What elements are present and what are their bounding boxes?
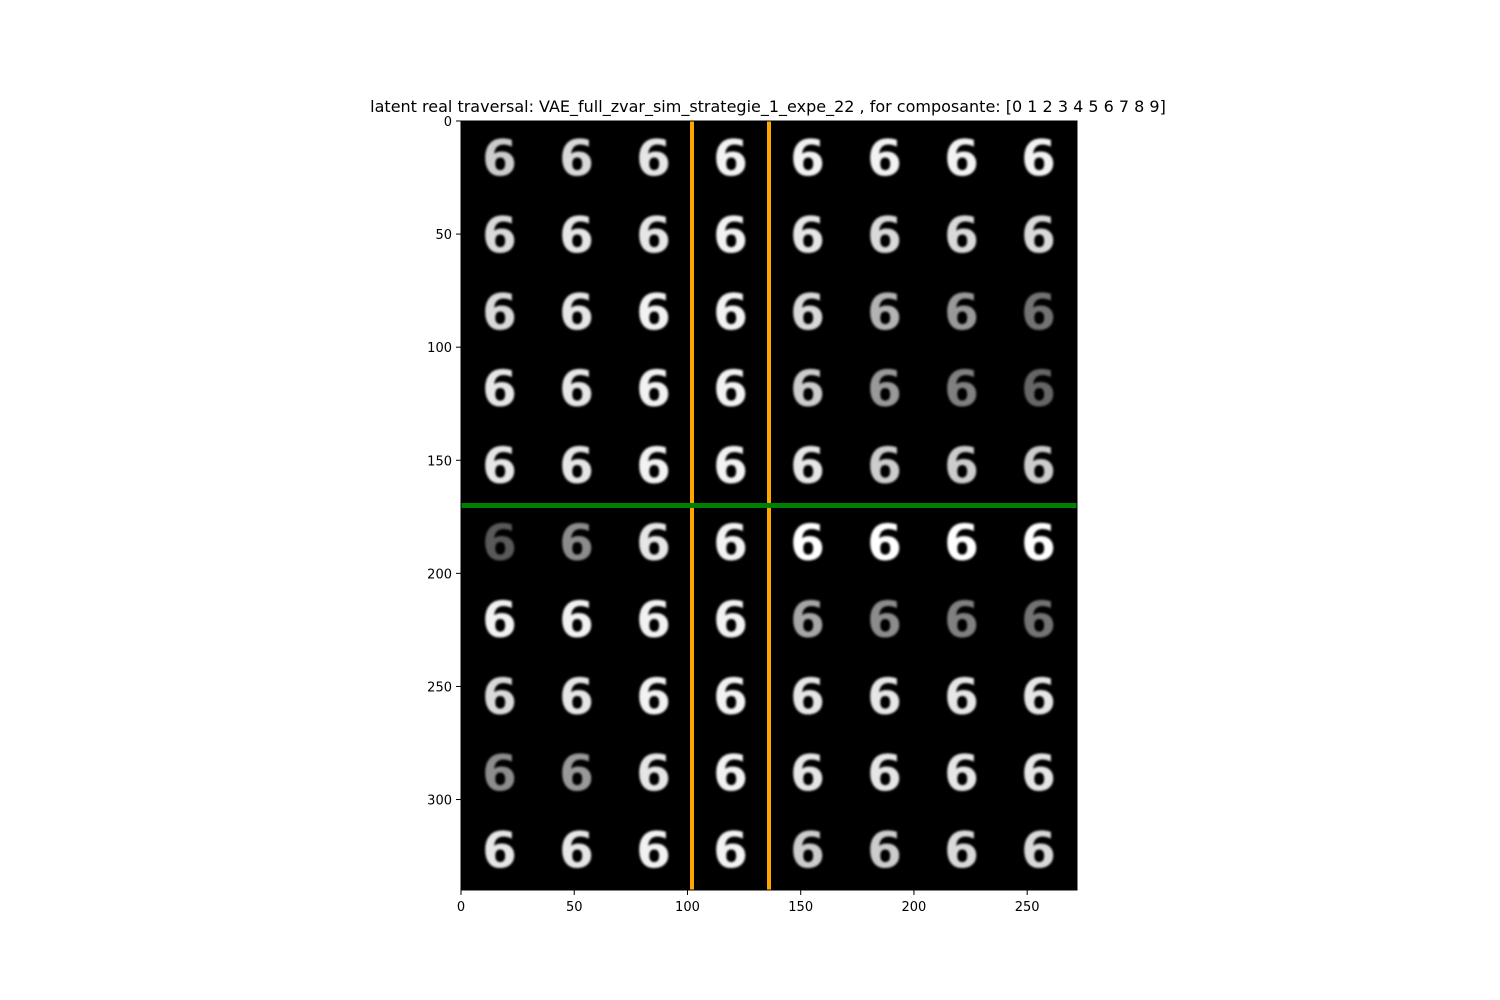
digit-cell-r4-c5: 6 (867, 437, 902, 495)
y-tick-label: 50 (435, 228, 452, 243)
axes-frame (460, 120, 1078, 891)
x-tick-label: 150 (788, 900, 813, 915)
y-axis: 0 50 100 150 200 250 300 (427, 115, 461, 809)
digit-cell-r3-c6: 6 (944, 360, 979, 418)
digit-cell-r9-c7: 6 (1021, 822, 1056, 880)
digit-cell-r8-c7: 6 (1021, 745, 1056, 803)
digit-cell-r3-c1: 6 (559, 360, 594, 418)
digit-cell-r0-c0: 6 (482, 129, 517, 187)
digit-cell-r8-c3: 6 (713, 745, 748, 803)
digit-cell-r4-c0: 6 (482, 437, 517, 495)
digit-cell-r7-c3: 6 (713, 668, 748, 726)
digit-cell-r2-c7: 6 (1021, 283, 1056, 341)
digit-cell-r8-c4: 6 (790, 745, 825, 803)
digit-cell-r6-c4: 6 (790, 591, 825, 649)
x-tick-label: 100 (675, 900, 700, 915)
digit-cell-r5-c0: 6 (482, 514, 517, 572)
digit-cell-r7-c5: 6 (867, 668, 902, 726)
digit-cell-r8-c5: 6 (867, 745, 902, 803)
digit-cell-r4-c2: 6 (636, 437, 671, 495)
digit-cell-r0-c3: 6 (713, 129, 748, 187)
y-tick-label: 100 (427, 341, 452, 356)
digit-cell-r3-c4: 6 (790, 360, 825, 418)
x-axis: 0 50 100 150 200 250 (457, 890, 1040, 915)
digit-cell-r0-c5: 6 (867, 129, 902, 187)
y-tick-label: 300 (427, 794, 452, 809)
digit-cell-r7-c6: 6 (944, 668, 979, 726)
digit-cell-r1-c1: 6 (559, 206, 594, 264)
y-tick-label: 0 (444, 115, 452, 130)
digit-cell-r5-c2: 6 (636, 514, 671, 572)
digit-cell-r2-c4: 6 (790, 283, 825, 341)
digit-cell-r9-c4: 6 (790, 822, 825, 880)
x-tick-label: 50 (566, 900, 583, 915)
digit-cell-r1-c5: 6 (867, 206, 902, 264)
digit-cell-r3-c0: 6 (482, 360, 517, 418)
digit-cell-r4-c1: 6 (559, 437, 594, 495)
digit-cell-r1-c4: 6 (790, 206, 825, 264)
digit-cell-r2-c6: 6 (944, 283, 979, 341)
digit-cell-r7-c7: 6 (1021, 668, 1056, 726)
digit-cell-r3-c3: 6 (713, 360, 748, 418)
digit-cell-r6-c3: 6 (713, 591, 748, 649)
digit-cell-r2-c0: 6 (482, 283, 517, 341)
digit-cell-r4-c7: 6 (1021, 437, 1056, 495)
digit-cell-r1-c6: 6 (944, 206, 979, 264)
chart-title: latent real traversal: VAE_full_zvar_sim… (370, 97, 1166, 117)
digit-cell-r1-c2: 6 (636, 206, 671, 264)
digit-cell-r3-c7: 6 (1021, 360, 1056, 418)
digit-cell-r2-c3: 6 (713, 283, 748, 341)
x-tick-label: 0 (457, 900, 465, 915)
digit-cell-r6-c1: 6 (559, 591, 594, 649)
digit-cell-r8-c6: 6 (944, 745, 979, 803)
digit-cell-r8-c0: 6 (482, 745, 517, 803)
digit-cell-r6-c7: 6 (1021, 591, 1056, 649)
digit-cell-r0-c1: 6 (559, 129, 594, 187)
overlay-lines (461, 121, 1077, 890)
digit-cell-r6-c6: 6 (944, 591, 979, 649)
digit-cell-r9-c2: 6 (636, 822, 671, 880)
y-tick-label: 150 (427, 454, 452, 469)
digit-cell-r5-c6: 6 (944, 514, 979, 572)
digit-cell-r5-c5: 6 (867, 514, 902, 572)
digit-cell-r0-c6: 6 (944, 129, 979, 187)
digit-cell-r7-c4: 6 (790, 668, 825, 726)
digit-cell-r6-c5: 6 (867, 591, 902, 649)
digit-cell-r4-c4: 6 (790, 437, 825, 495)
digit-cell-r7-c2: 6 (636, 668, 671, 726)
digit-cell-r8-c2: 6 (636, 745, 671, 803)
digit-cell-r7-c0: 6 (482, 668, 517, 726)
digit-cell-r5-c3: 6 (713, 514, 748, 572)
digit-cell-r5-c1: 6 (559, 514, 594, 572)
digit-cell-r9-c5: 6 (867, 822, 902, 880)
digit-cell-r9-c0: 6 (482, 822, 517, 880)
y-tick-label: 200 (427, 567, 452, 582)
digit-cell-r9-c1: 6 (559, 822, 594, 880)
digit-cell-r4-c6: 6 (944, 437, 979, 495)
digit-cell-r0-c7: 6 (1021, 129, 1056, 187)
digit-cell-r9-c3: 6 (713, 822, 748, 880)
digit-cell-r4-c3: 6 (713, 437, 748, 495)
digit-cell-r6-c2: 6 (636, 591, 671, 649)
x-tick-label: 250 (1015, 900, 1040, 915)
digit-cell-r3-c2: 6 (636, 360, 671, 418)
digit-cell-r1-c3: 6 (713, 206, 748, 264)
digit-cell-r1-c0: 6 (482, 206, 517, 264)
x-tick-label: 200 (902, 900, 927, 915)
digit-cell-r8-c1: 6 (559, 745, 594, 803)
digit-cell-r2-c1: 6 (559, 283, 594, 341)
digit-cell-r0-c2: 6 (636, 129, 671, 187)
digit-cell-r1-c7: 6 (1021, 206, 1056, 264)
digit-cell-r2-c5: 6 (867, 283, 902, 341)
digit-cell-r9-c6: 6 (944, 822, 979, 880)
digit-cell-r3-c5: 6 (867, 360, 902, 418)
digit-cell-r5-c7: 6 (1021, 514, 1056, 572)
digit-cell-r5-c4: 6 (790, 514, 825, 572)
digit-cell-r7-c1: 6 (559, 668, 594, 726)
digit-cell-r6-c0: 6 (482, 591, 517, 649)
digit-cell-r2-c2: 6 (636, 283, 671, 341)
digit-cell-r0-c4: 6 (790, 129, 825, 187)
y-tick-label: 250 (427, 680, 452, 695)
